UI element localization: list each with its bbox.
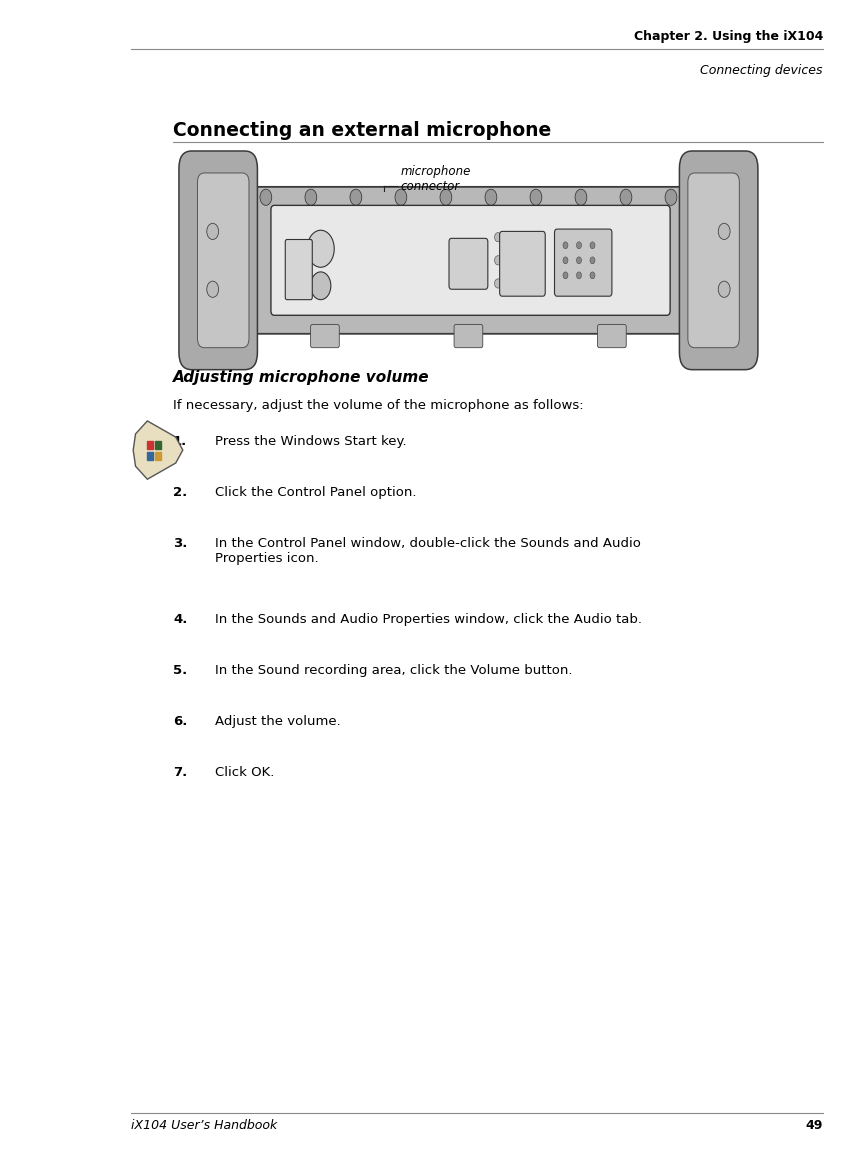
FancyBboxPatch shape bbox=[285, 239, 312, 300]
FancyBboxPatch shape bbox=[454, 324, 483, 347]
Circle shape bbox=[495, 256, 501, 265]
Circle shape bbox=[495, 279, 501, 288]
Circle shape bbox=[563, 242, 568, 249]
Text: 3.: 3. bbox=[173, 537, 187, 550]
FancyBboxPatch shape bbox=[449, 238, 488, 289]
Circle shape bbox=[576, 257, 582, 264]
Circle shape bbox=[590, 272, 595, 279]
Bar bbox=[147, 441, 154, 449]
Circle shape bbox=[440, 189, 452, 206]
Circle shape bbox=[495, 233, 501, 242]
Circle shape bbox=[576, 272, 582, 279]
Bar bbox=[155, 441, 161, 449]
Circle shape bbox=[260, 189, 272, 206]
Circle shape bbox=[718, 223, 730, 239]
FancyBboxPatch shape bbox=[235, 186, 701, 333]
Text: Connecting an external microphone: Connecting an external microphone bbox=[173, 121, 551, 140]
FancyBboxPatch shape bbox=[598, 324, 626, 347]
Text: In the Control Panel window, double-click the Sounds and Audio
Properties icon.: In the Control Panel window, double-clic… bbox=[215, 537, 641, 565]
Text: 2.: 2. bbox=[173, 486, 187, 499]
FancyBboxPatch shape bbox=[500, 231, 545, 296]
Text: Connecting devices: Connecting devices bbox=[701, 64, 823, 76]
Circle shape bbox=[311, 272, 331, 300]
Circle shape bbox=[576, 242, 582, 249]
FancyBboxPatch shape bbox=[197, 172, 249, 347]
Circle shape bbox=[620, 189, 632, 206]
Circle shape bbox=[530, 189, 542, 206]
Text: 6.: 6. bbox=[173, 715, 187, 728]
Text: Adjusting microphone volume: Adjusting microphone volume bbox=[173, 370, 430, 385]
Circle shape bbox=[350, 189, 362, 206]
Polygon shape bbox=[133, 421, 183, 479]
Text: Click the Control Panel option.: Click the Control Panel option. bbox=[215, 486, 417, 499]
Circle shape bbox=[665, 189, 677, 206]
Text: microphone
connector: microphone connector bbox=[401, 165, 471, 193]
Circle shape bbox=[590, 257, 595, 264]
Text: If necessary, adjust the volume of the microphone as follows:: If necessary, adjust the volume of the m… bbox=[173, 399, 584, 412]
Circle shape bbox=[207, 281, 219, 297]
Text: In the Sound recording area, click the Volume button.: In the Sound recording area, click the V… bbox=[215, 664, 573, 677]
Circle shape bbox=[718, 281, 730, 297]
Text: 49: 49 bbox=[805, 1119, 823, 1132]
Text: Adjust the volume.: Adjust the volume. bbox=[215, 715, 341, 728]
Text: 4.: 4. bbox=[173, 613, 187, 626]
Circle shape bbox=[575, 189, 587, 206]
FancyBboxPatch shape bbox=[679, 152, 758, 370]
Circle shape bbox=[395, 189, 407, 206]
FancyBboxPatch shape bbox=[311, 324, 339, 347]
Text: 1.: 1. bbox=[173, 435, 187, 448]
Text: Chapter 2. Using the iX104: Chapter 2. Using the iX104 bbox=[634, 30, 823, 43]
Text: 5.: 5. bbox=[173, 664, 187, 677]
Circle shape bbox=[563, 272, 568, 279]
Circle shape bbox=[485, 189, 497, 206]
Text: Press the Windows Start key.: Press the Windows Start key. bbox=[215, 435, 407, 448]
Circle shape bbox=[305, 189, 316, 206]
Circle shape bbox=[207, 223, 219, 239]
Text: iX104 User’s Handbook: iX104 User’s Handbook bbox=[131, 1119, 277, 1132]
Circle shape bbox=[563, 257, 568, 264]
Text: Click OK.: Click OK. bbox=[215, 766, 274, 779]
Bar bbox=[155, 451, 161, 460]
FancyBboxPatch shape bbox=[271, 205, 670, 315]
FancyBboxPatch shape bbox=[179, 152, 257, 370]
FancyBboxPatch shape bbox=[555, 229, 612, 296]
Circle shape bbox=[590, 242, 595, 249]
Bar bbox=[147, 451, 154, 460]
FancyBboxPatch shape bbox=[688, 172, 739, 347]
Circle shape bbox=[307, 230, 334, 267]
Text: 7.: 7. bbox=[173, 766, 187, 779]
Text: In the Sounds and Audio Properties window, click the Audio tab.: In the Sounds and Audio Properties windo… bbox=[215, 613, 642, 626]
